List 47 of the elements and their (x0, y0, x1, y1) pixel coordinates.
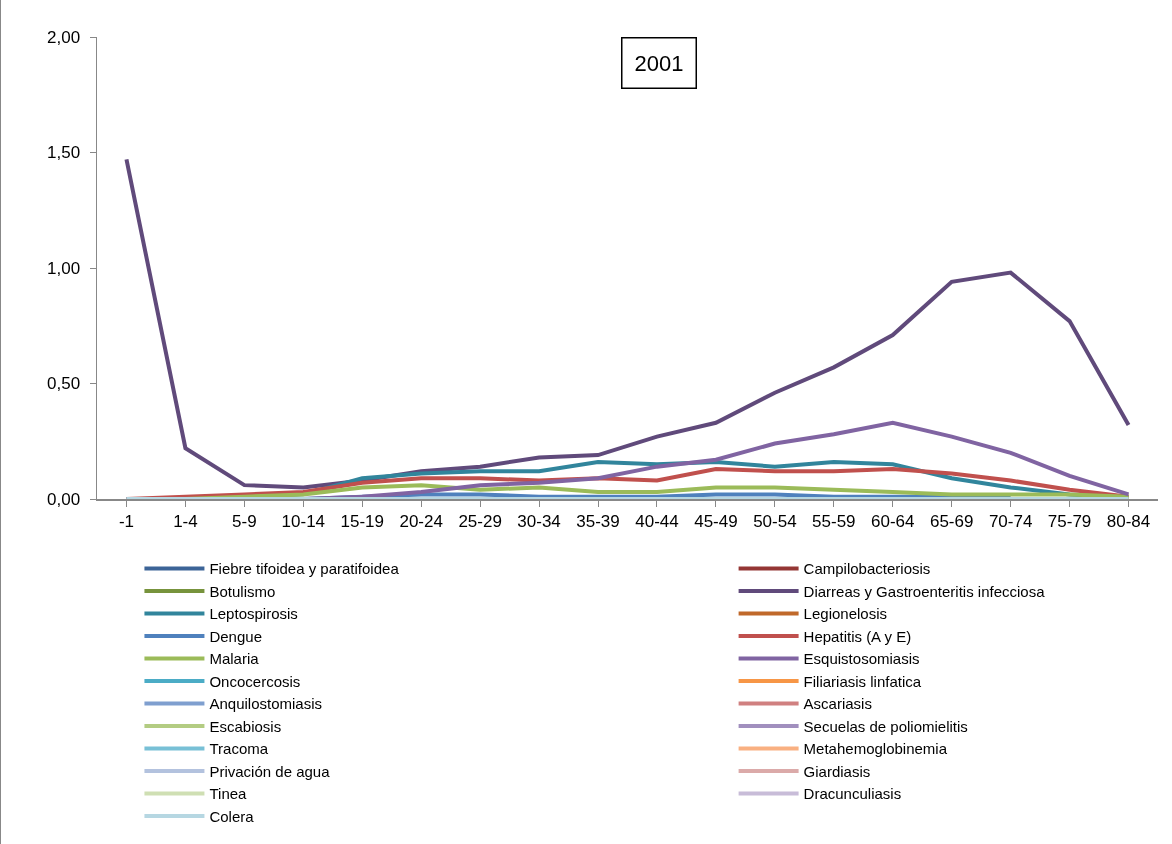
x-tick-label: 50-54 (753, 511, 797, 531)
legend-label: Legionelosis (803, 605, 888, 623)
legend-label: Metahemoglobinemia (803, 740, 948, 758)
legend-label: Diarreas y Gastroenteritis infecciosa (803, 582, 1046, 600)
legend-label: Tracoma (209, 740, 269, 758)
legend-label: Filiariasis linfatica (803, 672, 922, 690)
legend-label: Secuelas de poliomielitis (803, 717, 968, 735)
legend-label: Oncocercosis (209, 672, 301, 690)
y-tick-label: 1,00 (47, 258, 81, 278)
x-tick-label: 25-29 (458, 511, 502, 531)
y-tick-label: 0,50 (47, 374, 81, 394)
x-tick-label: 75-79 (1047, 511, 1092, 531)
legend-label: Escabiosis (209, 717, 282, 735)
legend-label: Campilobacteriosis (803, 560, 931, 578)
legend-label: Esquistosomiasis (803, 650, 920, 668)
legend-label: Ascariasis (803, 695, 872, 713)
x-tick-label: 60-64 (871, 511, 915, 531)
x-tick-label: 35-39 (576, 511, 620, 531)
y-tick-label: 0,00 (47, 489, 81, 509)
legend-label: Anquilostomiasis (209, 695, 322, 713)
x-tick-label: -1 (118, 511, 135, 531)
legend-label: Giardiasis (803, 762, 871, 780)
x-tick-label: 15-19 (340, 511, 384, 531)
x-tick-label: 80-84 (1106, 511, 1151, 531)
legend-label: Colera (209, 807, 255, 825)
legend-label: Malaria (209, 650, 260, 668)
legend-label: Leptospirosis (209, 605, 298, 623)
y-tick-label: 2,00 (47, 27, 81, 47)
x-tick-label: 45-49 (694, 511, 738, 531)
legend-label: Tinea (209, 785, 248, 803)
y-tick-label: 1,50 (47, 143, 81, 163)
x-tick-label: 55-59 (812, 511, 856, 531)
x-tick-label: 1-4 (173, 511, 198, 531)
legend-label: Privación de agua (209, 762, 331, 780)
legend-label: Botulismo (209, 582, 276, 600)
x-tick-label: 20-24 (399, 511, 443, 531)
x-tick-label: 5-9 (232, 511, 257, 531)
x-tick-label: 40-44 (635, 511, 679, 531)
x-tick-label: 65-69 (929, 511, 974, 531)
text: 2001 (634, 50, 684, 76)
x-tick-label: 70-74 (988, 511, 1033, 531)
legend-label: Dengue (209, 627, 262, 645)
legend-label: Hepatitis (A y E) (803, 627, 912, 645)
legend-label: Fiebre tifoidea y paratifoidea (209, 560, 400, 578)
x-tick-label: 10-14 (281, 511, 326, 531)
legend-label: Dracunculiasis (803, 785, 902, 803)
x-tick-label: 30-34 (517, 511, 561, 531)
